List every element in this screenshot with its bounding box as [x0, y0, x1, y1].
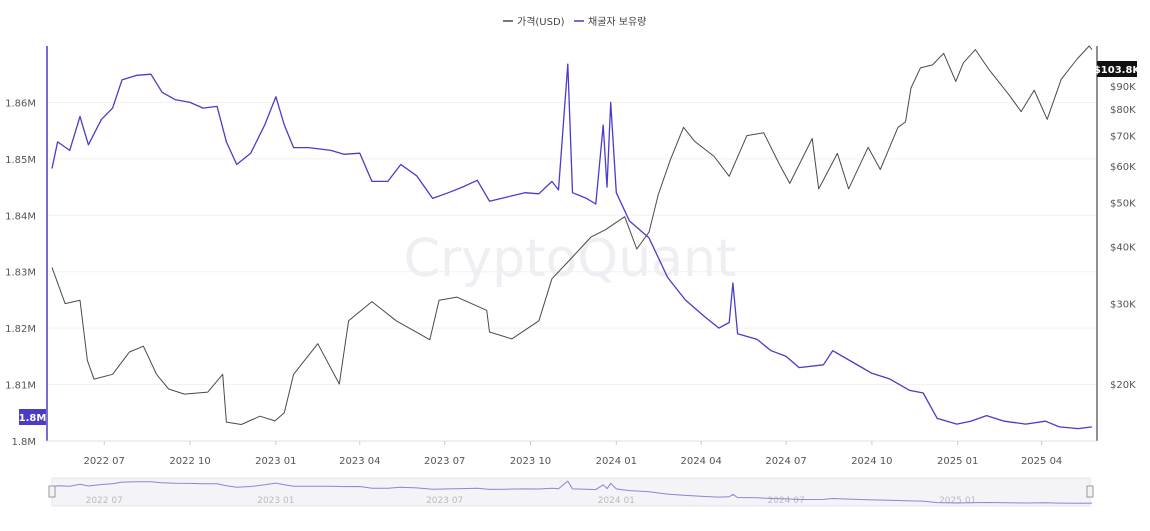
legend[interactable]: 가격(USD) 채굴자 보유량: [503, 15, 646, 28]
x-tick-label: 2023 04: [339, 456, 380, 467]
x-tick-label: 2023 01: [255, 456, 296, 467]
right-tick-label: $20K: [1110, 380, 1136, 391]
left-tick-label: 1.86M: [5, 98, 36, 109]
x-tick-label: 2023 10: [510, 456, 551, 467]
legend-label-miner-reserve[interactable]: 채굴자 보유량: [588, 16, 646, 28]
x-tick-label: 2025 04: [1021, 456, 1062, 467]
navigator-tick-label: 2023 01: [257, 496, 294, 506]
x-tick-label: 2022 07: [84, 456, 125, 467]
right-tick-label: $60K: [1110, 162, 1136, 173]
left-tick-label: 1.83M: [5, 268, 36, 279]
navigator-ticks: 2022 07 2023 01 2023 07 2024 01 2024 07 2025 …: [86, 496, 977, 506]
series-line-miner-reserve[interactable]: [51, 63, 1093, 430]
x-tick-label: 2024 10: [851, 456, 892, 467]
series-line-price[interactable]: [51, 45, 1093, 425]
navigator-tick-label: 2024 07: [767, 496, 804, 506]
x-tick-label: 2025 01: [937, 456, 978, 467]
right-tick-label: $90K: [1110, 82, 1136, 93]
right-tick-label: $50K: [1110, 198, 1136, 209]
navigator-tick-label: 2023 07: [426, 496, 463, 506]
navigator-right-handle[interactable]: [1086, 485, 1094, 498]
navigator-series-line: [51, 480, 1093, 504]
right-tick-label: $40K: [1110, 243, 1136, 254]
x-tick-label: 2022 10: [169, 456, 210, 467]
left-tick-label: 1.81M: [5, 381, 36, 392]
right-value-badge: $103.8K: [1094, 61, 1142, 77]
right-tick-label: $70K: [1110, 132, 1136, 143]
navigator-left-handle[interactable]: [48, 485, 56, 498]
navigator-tick-label: 2024 01: [598, 496, 635, 506]
navigator[interactable]: 2022 07 2023 01 2023 07 2024 01 2024 07 2025 …: [48, 477, 1094, 507]
navigator-tick-label: 2022 07: [86, 496, 123, 506]
right-tick-label: $30K: [1110, 300, 1136, 311]
x-axis-ticks: 2022 07 2022 10 2023 01 2023 04 2023 07 2023 …: [84, 441, 1062, 467]
x-tick-label: 2024 07: [765, 456, 806, 467]
x-tick-label: 2023 07: [424, 456, 465, 467]
left-tick-label: 1.82M: [5, 324, 36, 335]
x-tick-label: 2024 04: [681, 456, 722, 467]
legend-label-price[interactable]: 가격(USD): [517, 15, 565, 28]
left-tick-label: 1.8M: [11, 437, 36, 448]
plot-area[interactable]: [51, 45, 1093, 430]
right-axis-ticks: $20K $30K $40K $50K $60K $70K $80K $90K: [1110, 82, 1136, 391]
navigator-tick-label: 2025 01: [939, 496, 976, 506]
left-badge-text: 1.8M: [19, 413, 47, 424]
right-badge-text: $103.8K: [1094, 65, 1142, 76]
gridlines: [47, 101, 1097, 442]
x-tick-label: 2024 01: [596, 456, 637, 467]
left-tick-label: 1.85M: [5, 155, 36, 166]
left-value-badge: 1.8M: [19, 409, 47, 425]
right-tick-label: $80K: [1110, 105, 1136, 116]
left-tick-label: 1.84M: [5, 211, 36, 222]
left-axis-ticks: 1.8M 1.81M 1.82M 1.83M 1.84M 1.85M 1.86M: [5, 98, 36, 448]
